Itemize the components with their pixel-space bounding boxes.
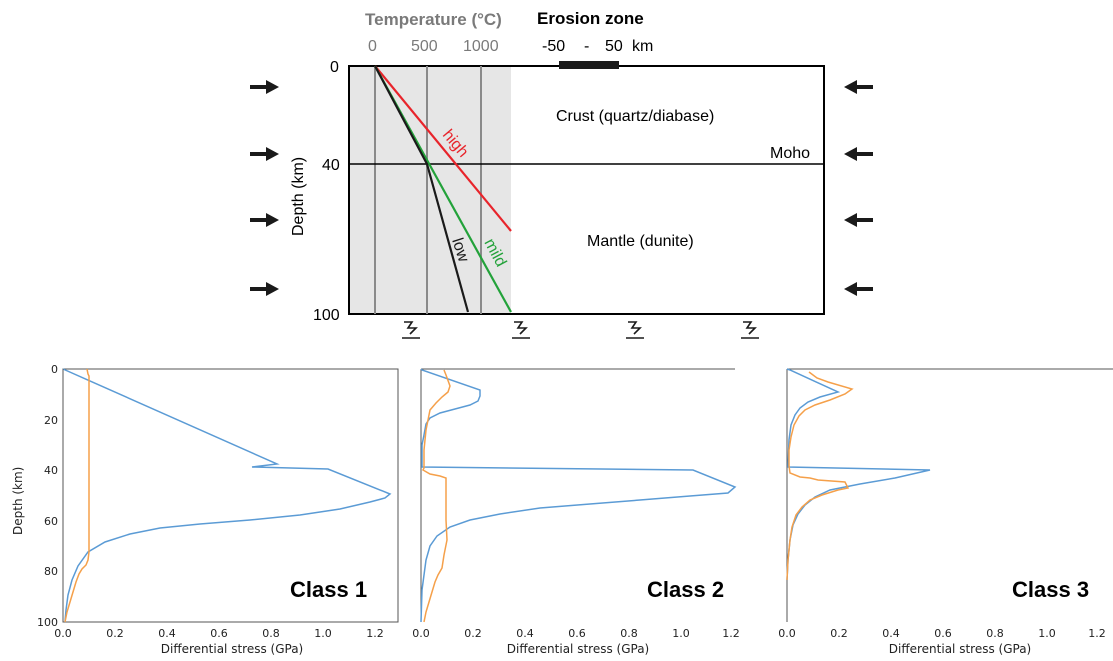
geotherm-low [374,65,470,313]
x-tick-label: 1.2 [722,627,740,640]
geotherm-low-label: low [448,236,472,265]
zigzag-marker-icon [628,321,642,335]
arrow-left-icon [844,80,873,94]
crust-label: Crust (quartz/diabase) [556,108,714,125]
x-tick-label: 0.6 [934,627,952,640]
profile-markers [402,321,759,339]
temperature-tick-500: 500 [411,38,438,55]
y-tick-label: 40 [44,464,58,477]
model-schematic: Temperature (°C) Erosion zone 0 500 1000… [250,9,873,339]
x-tick-label: 0.2 [106,627,124,640]
x-tick-label: 0.0 [412,627,430,640]
x-tick-label: 0.4 [882,627,900,640]
depth-tick-0: 0 [330,59,339,76]
geotherm-high [374,65,512,232]
zigzag-marker-icon [743,321,757,335]
x-axis: 0.0 0.2 0.4 0.6 0.8 1.0 1.2 Differential… [54,627,384,656]
x-tick-label: 1.0 [1038,627,1056,640]
y-tick-label: 80 [44,565,58,578]
erosion-title: Erosion zone [537,9,644,28]
stress-panel-class-1: 0 20 40 60 80 100 Depth (km) 0.0 0.2 0.4… [11,363,399,656]
erosion-bar [559,61,619,69]
x-tick-label: 0.4 [158,627,176,640]
arrow-left-icon [844,282,873,296]
x-tick-label: 1.0 [314,627,332,640]
temperature-tick-1000: 1000 [463,38,499,55]
x-tick-label: 0.8 [620,627,638,640]
moho-label: Moho [770,145,810,162]
x-tick-label: 0.0 [54,627,72,640]
blue-stress-curve [62,368,392,623]
x-tick-label: 0.6 [210,627,228,640]
x-tick-label: 0.0 [778,627,796,640]
x-tick-label: 0.8 [262,627,280,640]
x-tick-label: 0.2 [464,627,482,640]
y-axis-title: Depth (km) [11,467,25,535]
x-tick-label: 0.4 [516,627,534,640]
compression-arrows-right [844,80,873,296]
zigzag-marker-icon [514,321,528,335]
x-axis-title: Differential stress (GPa) [161,642,303,656]
x-tick-label: 1.2 [1088,627,1106,640]
class-label: Class 1 [290,577,367,602]
y-tick-label: 20 [44,414,58,427]
x-tick-label: 1.0 [672,627,690,640]
erosion-right: 50 [605,38,623,55]
zigzag-marker-icon [404,321,418,335]
y-tick-label: 60 [44,515,58,528]
class-label: Class 2 [647,577,724,602]
arrow-right-icon [250,80,279,94]
erosion-left: -50 [542,38,565,55]
x-axis-title: Differential stress (GPa) [889,642,1031,656]
temperature-shading [349,66,511,314]
orange-stress-curve [786,371,854,581]
y-axis: 0 20 40 60 80 100 Depth (km) [11,363,64,629]
temperature-title: Temperature (°C) [365,10,502,29]
x-tick-label: 0.2 [830,627,848,640]
x-axis: 0.0 0.2 0.4 0.6 0.8 1.0 1.2 Differential… [412,627,740,656]
temperature-tick-0: 0 [368,38,377,55]
x-axis-title: Differential stress (GPa) [507,642,649,656]
x-axis: 0.0 0.2 0.4 0.6 0.8 1.0 1.2 Differential… [778,627,1106,656]
stress-panel-class-3: 0.0 0.2 0.4 0.6 0.8 1.0 1.2 Differential… [778,368,1113,656]
blue-stress-curve [420,368,737,623]
x-tick-label: 1.2 [366,627,384,640]
x-tick-label: 0.6 [568,627,586,640]
x-tick-label: 0.8 [986,627,1004,640]
arrow-right-icon [250,282,279,296]
stress-panel-class-2: 0.0 0.2 0.4 0.6 0.8 1.0 1.2 Differential… [412,368,740,656]
arrow-right-icon [250,147,279,161]
depth-tick-100: 100 [313,307,340,324]
orange-stress-curve [422,369,451,623]
schematic-depth-label: Depth (km) [290,157,307,236]
compression-arrows-left [250,80,279,296]
orange-stress-curve [64,368,90,623]
arrow-left-icon [844,147,873,161]
y-tick-label: 100 [37,616,58,629]
class-label: Class 3 [1012,577,1089,602]
erosion-dash: - [584,38,589,55]
mantle-label: Mantle (dunite) [587,233,694,250]
arrow-left-icon [844,213,873,227]
erosion-unit: km [632,38,653,55]
arrow-right-icon [250,213,279,227]
blue-stress-curve [786,368,931,581]
y-tick-label: 0 [51,363,58,376]
depth-tick-40: 40 [322,157,340,174]
